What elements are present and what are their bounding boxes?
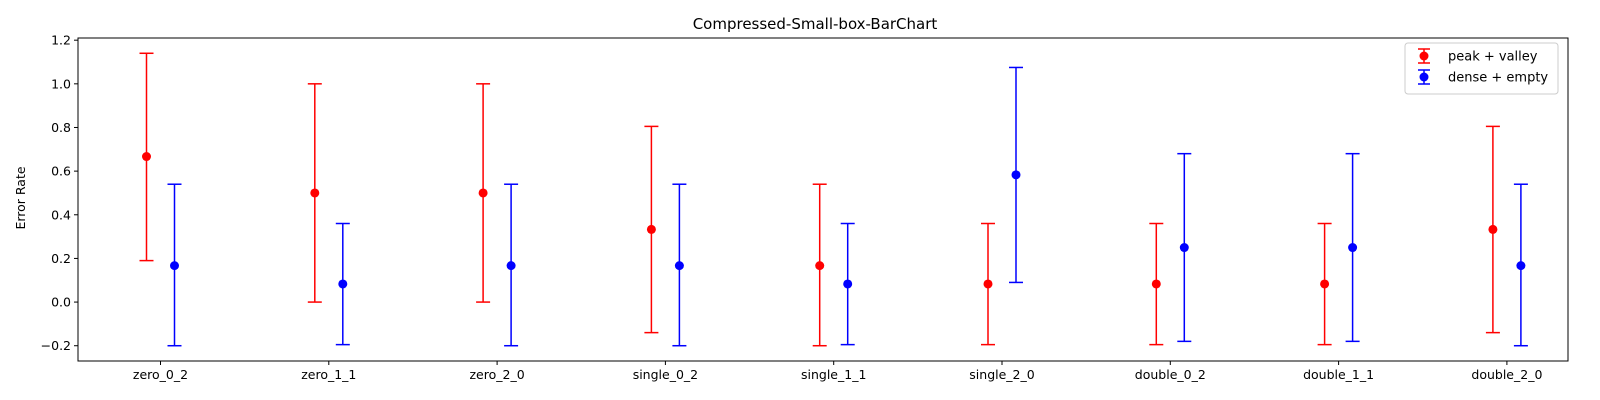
y-axis-label: Error Rate: [13, 166, 28, 229]
data-point-dense-empty: [1516, 261, 1526, 271]
data-point-peak-valley: [815, 261, 825, 271]
y-tick-label: 1.2: [51, 33, 71, 48]
legend-marker-dense-empty: [1419, 72, 1429, 82]
data-point-dense-empty: [170, 261, 179, 271]
data-point-peak-valley: [310, 188, 320, 198]
data-point-dense-empty: [843, 279, 853, 289]
y-tick-label: 0.6: [51, 164, 71, 179]
legend-label-peak-valley: peak + valley: [1448, 50, 1538, 65]
data-point-peak-valley: [142, 152, 151, 162]
data-point-peak-valley: [478, 188, 488, 198]
data-point-dense-empty: [338, 279, 348, 289]
data-point-peak-valley: [983, 279, 993, 289]
y-tick-label: 0.4: [51, 207, 71, 222]
x-tick-label: zero_0_2: [133, 367, 188, 382]
x-tick-label: double_2_0: [1471, 367, 1542, 382]
y-tick-label: 0.8: [51, 120, 71, 135]
x-tick-label: double_0_2: [1135, 367, 1206, 382]
plot-area: −0.2 0.0 0.2 0.4 0.6 0.8 1.0 1.2 zero_0_2 zero_1_…: [41, 33, 1569, 382]
data-point-peak-valley: [1320, 279, 1330, 289]
y-tick-label: 1.0: [51, 76, 71, 91]
plot-frame: [77, 37, 1569, 362]
y-tick-label: 0.0: [51, 295, 71, 310]
y-tick-label: 0.2: [51, 251, 71, 266]
x-tick-label: double_1_1: [1303, 367, 1374, 382]
y-tick-label: −0.2: [41, 338, 71, 353]
data-point-dense-empty: [1011, 170, 1021, 180]
legend-label-dense-empty: dense + empty: [1448, 71, 1548, 86]
data-point-peak-valley: [1488, 224, 1498, 234]
x-tick-label: single_1_1: [801, 367, 866, 382]
x-tick-label: single_2_0: [969, 367, 1034, 382]
data-point-dense-empty: [506, 261, 516, 271]
data-point-dense-empty: [1179, 243, 1189, 253]
chart-title: Compressed-Small-box-BarChart: [693, 15, 938, 33]
x-tick-label: single_0_2: [633, 367, 698, 382]
x-tick-label: zero_1_1: [301, 367, 356, 382]
legend-marker-peak-valley: [1419, 51, 1429, 61]
data-point-dense-empty: [1348, 243, 1358, 253]
data-point-peak-valley: [646, 224, 656, 234]
legend-box: [1404, 42, 1559, 95]
data-point-dense-empty: [674, 261, 684, 271]
data-point-peak-valley: [1151, 279, 1161, 289]
x-tick-label: zero_2_0: [470, 367, 525, 382]
